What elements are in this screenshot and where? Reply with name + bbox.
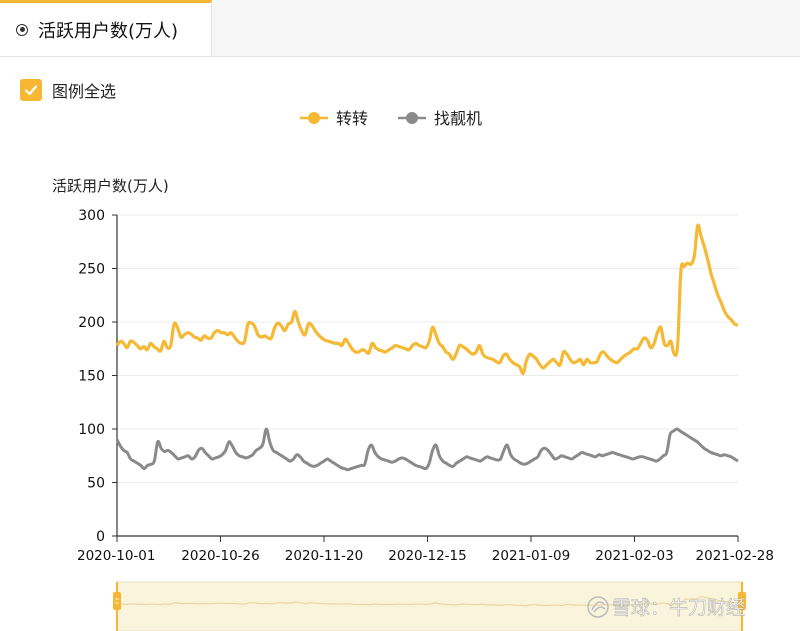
zoom-slider-preview-line [116,596,743,607]
legend-label: 找靓机 [434,109,482,128]
zoom-handle-grip-icon [738,592,746,610]
y-tick-label: 250 [78,262,105,278]
series-line-1 [115,223,739,376]
y-tick-label: 200 [78,315,105,331]
select-all-legend-toggle[interactable]: 图例全选 [20,78,116,102]
legend-marker-icon [308,112,320,124]
legend-label: 转转 [336,109,368,128]
x-tick-label: 2021-01-09 [492,548,570,564]
tab-label: 活跃用户数(万人) [38,20,179,42]
zoom-handle-grip-icon [113,592,121,610]
select-all-label: 图例全选 [52,82,117,101]
tab-bar: 活跃用户数(万人) [0,0,800,57]
y-tick-label: 50 [87,476,105,492]
x-tick-label: 2020-12-15 [388,548,466,564]
legend-item-1[interactable]: 转转 [300,109,368,128]
zoom-handle-right[interactable] [738,582,746,631]
snowball-logo-icon [587,596,609,618]
x-tick-label: 2021-02-28 [696,548,774,564]
zoom-slider-track[interactable] [116,581,743,631]
legend-marker-icon [406,112,418,124]
checkbox-checked-icon[interactable] [20,79,42,101]
y-axis-label: 活跃用户数(万人) [52,177,169,195]
x-tick-label: 2020-11-20 [285,548,363,564]
zoom-handle-left[interactable] [113,582,121,631]
radio-selected-icon [16,23,28,36]
watermark-text: 雪球：牛刀财经 [612,597,745,619]
y-tick-label: 300 [78,208,105,224]
x-tick-label: 2020-10-26 [181,548,259,564]
y-tick-label: 0 [96,529,105,545]
x-tick-label: 2020-10-01 [77,548,155,564]
series-line-2 [115,427,739,472]
y-tick-label: 150 [78,369,105,385]
y-tick-label: 100 [78,422,105,438]
x-tick-label: 2021-02-03 [595,548,673,564]
legend-item-2[interactable]: 找靓机 [398,109,482,128]
tab-active-users[interactable]: 活跃用户数(万人) [0,0,212,56]
